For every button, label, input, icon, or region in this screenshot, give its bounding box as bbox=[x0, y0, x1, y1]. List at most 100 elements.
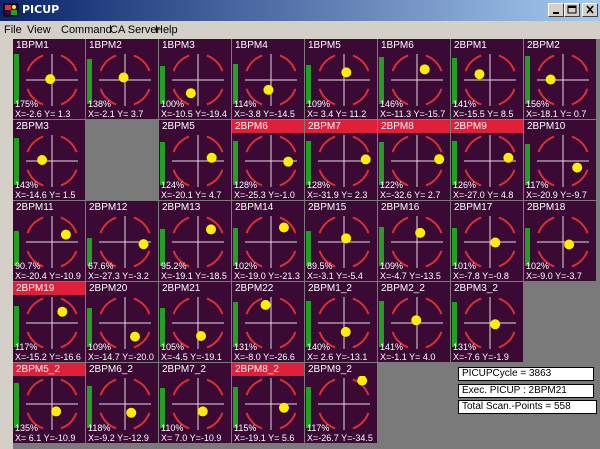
beam-position-spot bbox=[341, 327, 351, 337]
bpm-tile[interactable]: 1BPM5 109% X= 3.4 Y= 11.2 bbox=[305, 39, 377, 119]
beam-position-spot bbox=[415, 228, 425, 238]
intensity-bar bbox=[14, 383, 19, 428]
bpm-tile[interactable]: 2BPM17 101% X=-7.8 Y=-0.8 bbox=[451, 201, 523, 281]
beam-position-spot bbox=[503, 153, 513, 163]
menu-help[interactable]: Help bbox=[155, 24, 178, 36]
beam-position-spot bbox=[45, 74, 55, 84]
position-readout: X=-31.9 Y= 2.3 bbox=[305, 190, 377, 200]
menu-ca-server[interactable]: CA Server bbox=[110, 24, 160, 36]
position-readout: X=-19.1 Y=-18.5 bbox=[159, 271, 231, 281]
intensity-bar bbox=[452, 58, 457, 104]
beam-position-spot bbox=[186, 88, 196, 98]
intensity-percent: 135% bbox=[15, 424, 38, 433]
intensity-percent: 105% bbox=[161, 343, 184, 352]
beam-position-spot bbox=[434, 154, 444, 164]
bpm-tile[interactable]: 2BPM3 143% X=-14.6 Y= 1.5 bbox=[13, 120, 85, 200]
menu-view[interactable]: View bbox=[27, 24, 51, 36]
position-readout: X=-32.6 Y= 2.7 bbox=[378, 190, 450, 200]
position-readout: X=-3.1 Y=-5.4 bbox=[305, 271, 377, 281]
intensity-percent: 117% bbox=[15, 343, 37, 352]
bpm-tile[interactable]: 2BPM1_2 140% X= 2.6 Y=-13.1 bbox=[305, 282, 377, 362]
intensity-bar bbox=[160, 388, 165, 428]
intensity-bar bbox=[160, 142, 165, 185]
bpm-tile[interactable]: 2BPM9 126% X=-27.0 Y= 4.8 bbox=[451, 120, 523, 200]
position-readout: X=-3.8 Y=-14.5 bbox=[232, 109, 304, 119]
bpm-tile[interactable]: 1BPM2 138% X=-2.1 Y= 3.7 bbox=[86, 39, 158, 119]
beam-position-spot bbox=[207, 153, 217, 163]
bpm-tile[interactable]: 2BPM6 128% X=-25.3 Y=-1.0 bbox=[232, 120, 304, 200]
position-readout: X=-8.0 Y=-26.6 bbox=[232, 352, 304, 362]
bpm-tile[interactable]: 2BPM5 124% X=-20.1 Y= 4.7 bbox=[159, 120, 231, 200]
bpm-name: 2BPM2 bbox=[524, 39, 596, 52]
bpm-tile[interactable]: 2BPM20 109% X=-14.7 Y=-20.0 bbox=[86, 282, 158, 362]
maximize-button[interactable] bbox=[564, 3, 580, 17]
bpm-name: 2BPM22 bbox=[232, 282, 304, 295]
intensity-bar bbox=[379, 57, 384, 104]
bpm-tile[interactable]: 1BPM1 175% X=-2.6 Y= 1.3 bbox=[13, 39, 85, 119]
bpm-tile[interactable]: 2BPM9_2 117% X=-26.7 Y=-34.5 bbox=[305, 363, 377, 443]
beam-position-spot bbox=[61, 230, 71, 240]
title-bar[interactable]: PICUP bbox=[0, 0, 600, 21]
bpm-tile[interactable]: 2BPM19 117% X=-15.2 Y=-16.6 bbox=[13, 282, 85, 362]
bpm-tile[interactable]: 2BPM21 105% X=-4.5 Y=-19.1 bbox=[159, 282, 231, 362]
bpm-tile[interactable]: 2BPM11 90.7% X=-20.4 Y=-10.9 bbox=[13, 201, 85, 281]
menu-file[interactable]: File bbox=[4, 24, 22, 36]
cycle-counter: PICUPCycle = 3863 bbox=[458, 367, 594, 381]
bpm-name: 1BPM3 bbox=[159, 39, 231, 52]
bpm-tile[interactable]: 2BPM5_2 135% X= 6.1 Y=-10.9 bbox=[13, 363, 85, 443]
bpm-tile[interactable]: 2BPM2_2 141% X=-1.1 Y= 4.0 bbox=[378, 282, 450, 362]
intensity-bar bbox=[233, 64, 238, 104]
bpm-name: 2BPM10 bbox=[524, 120, 596, 133]
bpm-tile[interactable]: 2BPM6_2 118% X=-9.2 Y=-12.9 bbox=[86, 363, 158, 443]
bpm-tile[interactable]: 2BPM16 109% X=-4.7 Y=-13.5 bbox=[378, 201, 450, 281]
position-readout: X=-27.3 Y=-3.2 bbox=[86, 271, 158, 281]
bpm-name: 2BPM6_2 bbox=[86, 363, 158, 376]
menu-bar: File View Command CA Server Help bbox=[0, 21, 600, 39]
bpm-tile[interactable]: 2BPM10 117% X=-20.9 Y=-9.7 bbox=[524, 120, 596, 200]
intensity-bar bbox=[233, 141, 238, 185]
bpm-tile[interactable]: 2BPM8_2 115% X=-19.1 Y= 5.6 bbox=[232, 363, 304, 443]
close-button[interactable] bbox=[582, 3, 598, 17]
menu-command[interactable]: Command bbox=[61, 24, 112, 36]
intensity-percent: 114% bbox=[234, 100, 256, 109]
scan-points: Total Scan.-Points = 558 bbox=[458, 400, 597, 414]
beam-position-spot bbox=[279, 223, 289, 233]
bpm-name: 2BPM12 bbox=[86, 201, 158, 214]
bpm-tile[interactable]: 2BPM7 128% X=-31.9 Y= 2.3 bbox=[305, 120, 377, 200]
intensity-bar bbox=[87, 386, 92, 428]
intensity-percent: 95.2% bbox=[161, 262, 187, 271]
bpm-tile[interactable]: 2BPM2 156% X=-18.1 Y= 0.7 bbox=[524, 39, 596, 119]
bpm-name: 1BPM5 bbox=[305, 39, 377, 52]
beam-position-spot bbox=[206, 224, 216, 234]
bpm-tile[interactable]: 2BPM8 122% X=-32.6 Y= 2.7 bbox=[378, 120, 450, 200]
bpm-name: 2BPM3 bbox=[13, 120, 85, 133]
minimize-button[interactable] bbox=[548, 3, 564, 17]
bpm-name: 2BPM6 bbox=[232, 120, 304, 133]
intensity-percent: 141% bbox=[453, 100, 476, 109]
bpm-tile[interactable]: 2BPM13 95.2% X=-19.1 Y=-18.5 bbox=[159, 201, 231, 281]
bpm-tile[interactable]: 1BPM6 146% X=-11.3 Y=-15.7 bbox=[378, 39, 450, 119]
bpm-tile[interactable]: 1BPM4 114% X=-3.8 Y=-14.5 bbox=[232, 39, 304, 119]
bpm-tile[interactable]: 2BPM15 89.5% X=-3.1 Y=-5.4 bbox=[305, 201, 377, 281]
intensity-bar bbox=[87, 59, 92, 104]
intensity-percent: 131% bbox=[453, 343, 476, 352]
intensity-bar bbox=[306, 387, 311, 428]
intensity-bar bbox=[14, 54, 19, 104]
beam-position-spot bbox=[490, 319, 500, 329]
position-readout: X=-20.1 Y= 4.7 bbox=[159, 190, 231, 200]
intensity-percent: 156% bbox=[526, 100, 549, 109]
bpm-tile[interactable]: 2BPM14 102% X=-19.0 Y=-21.3 bbox=[232, 201, 304, 281]
beam-position-spot bbox=[263, 85, 273, 95]
intensity-percent: 89.5% bbox=[307, 262, 333, 271]
bpm-name: 2BPM19 bbox=[13, 282, 85, 295]
bpm-tile[interactable]: 2BPM3_2 131% X=-7.6 Y=-1.9 bbox=[451, 282, 523, 362]
bpm-tile[interactable]: 2BPM7_2 110% X= 7.0 Y=-10.9 bbox=[159, 363, 231, 443]
beam-position-spot bbox=[490, 238, 500, 248]
bpm-tile[interactable]: 2BPM18 102% X=-9.0 Y=-3.7 bbox=[524, 201, 596, 281]
intensity-percent: 143% bbox=[15, 181, 38, 190]
bpm-tile[interactable]: 2BPM22 131% X=-8.0 Y=-26.6 bbox=[232, 282, 304, 362]
bpm-tile[interactable]: 1BPM3 100% X=-10.5 Y=-19.4 bbox=[159, 39, 231, 119]
bpm-tile[interactable]: 2BPM12 67.6% X=-27.3 Y=-3.2 bbox=[86, 201, 158, 281]
bpm-tile[interactable]: 2BPM1 141% X=-15.5 Y= 8.5 bbox=[451, 39, 523, 119]
intensity-bar bbox=[306, 141, 311, 185]
